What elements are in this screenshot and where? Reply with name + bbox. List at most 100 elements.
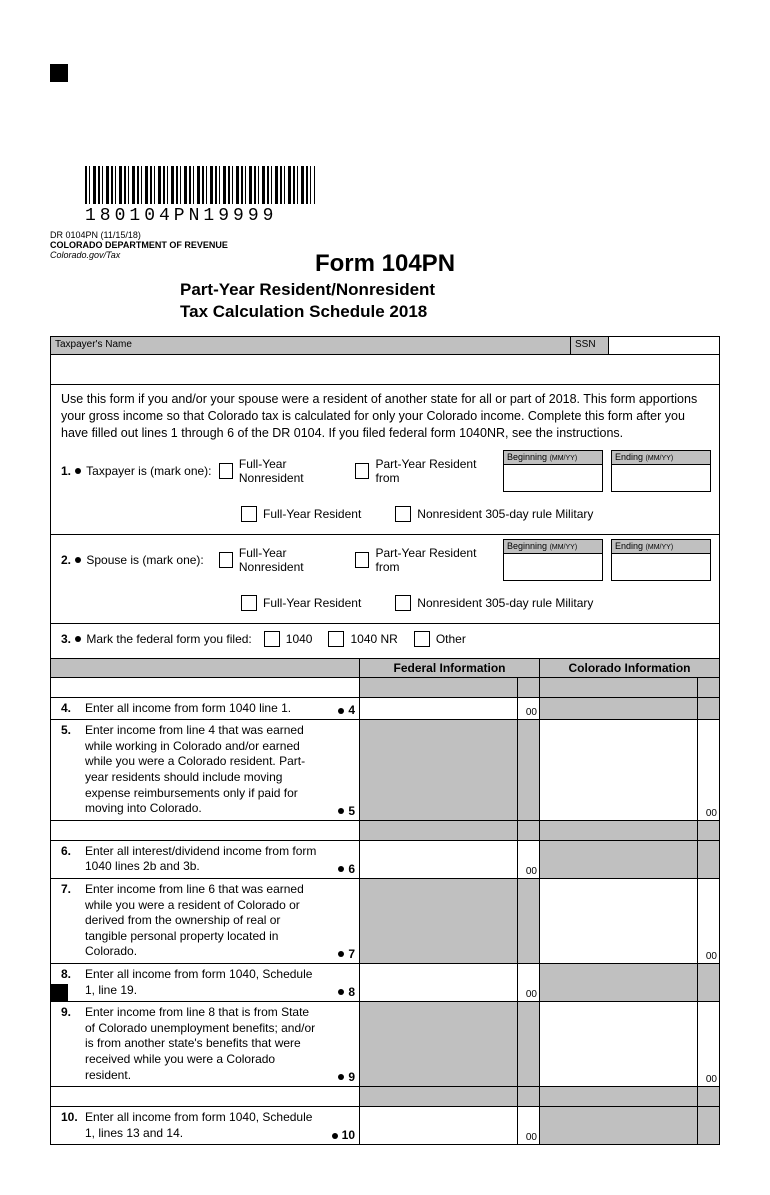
opt-sp-fy-nonresident: Full-Year Nonresident [239, 546, 339, 574]
cents-na [517, 1002, 539, 1086]
opt-fy-nonresident: Full-Year Nonresident [239, 457, 339, 485]
row-4: 4.Enter all income from form 1040 line 1… [51, 698, 719, 721]
row-10: 10.Enter all income from form 1040, Sche… [51, 1107, 719, 1144]
title-block: Form 104PN Part-Year Resident/Nonresiden… [50, 250, 720, 322]
checkbox-1040nr[interactable] [328, 631, 344, 647]
header-row: Taxpayer's Name SSN [51, 337, 719, 355]
mmyy-label: (MM/YY) [646, 544, 674, 551]
bullet-icon [338, 808, 344, 814]
line-1-group: 1. Taxpayer is (mark one): Full-Year Non… [51, 446, 719, 535]
cents-label: 00 [706, 951, 717, 962]
ssn-input[interactable] [609, 337, 719, 354]
taxpayer-name-input[interactable] [51, 355, 719, 385]
cents-label: 00 [526, 866, 537, 877]
row-5-marker: 5 [348, 804, 355, 818]
row-7-num: 7. [61, 882, 79, 960]
line1-begin-date[interactable]: Beginning (MM/YY) [503, 450, 603, 492]
row-8: 8.Enter all income from form 1040, Sched… [51, 964, 719, 1002]
bullet-icon [338, 708, 344, 714]
row-5-co-input[interactable] [539, 720, 697, 820]
mmyy-label: (MM/YY) [550, 544, 578, 551]
line-3-number: 3. [61, 632, 71, 646]
cents-label: 00 [706, 1074, 717, 1085]
cents-label: 00 [526, 707, 537, 718]
cents-label: 00 [526, 1132, 537, 1143]
row-8-fed-input[interactable] [359, 964, 517, 1001]
line-1-label: Taxpayer is (mark one): [86, 464, 211, 478]
opt-fy-resident: Full-Year Resident [263, 507, 361, 521]
taxpayer-name-label: Taxpayer's Name [51, 337, 571, 354]
corner-marker-tl [50, 64, 68, 82]
row-9-co-input[interactable] [539, 1002, 697, 1086]
line-2-group: 2. Spouse is (mark one): Full-Year Nonre… [51, 535, 719, 624]
row-9-marker: 9 [348, 1070, 355, 1084]
opt-py-resident: Part-Year Resident from [375, 457, 487, 485]
form-title: Form 104PN [50, 250, 720, 278]
bullet-icon [75, 636, 81, 642]
row-4-marker: 4 [348, 703, 355, 717]
checkbox-sp-305-military[interactable] [395, 595, 411, 611]
opt-1040: 1040 [286, 632, 313, 646]
row-10-fed-input[interactable] [359, 1107, 517, 1144]
spacer-row [51, 678, 719, 698]
row-10-marker: 10 [342, 1128, 355, 1142]
row-5-text: Enter income from line 4 that was earned… [85, 723, 321, 817]
bullet-icon [75, 557, 81, 563]
instructions-text: Use this form if you and/or your spouse … [51, 385, 719, 446]
opt-sp-fy-resident: Full-Year Resident [263, 596, 361, 610]
row-4-num: 4. [61, 701, 79, 717]
row-4-co-na [539, 698, 697, 720]
row-7-fed-na [359, 879, 517, 963]
line1-end-date[interactable]: Ending (MM/YY) [611, 450, 711, 492]
checkbox-305-military[interactable] [395, 506, 411, 522]
row-6-co-na [539, 841, 697, 878]
opt-sp-py-resident: Part-Year Resident from [375, 546, 487, 574]
row-9-num: 9. [61, 1005, 79, 1083]
line2-begin-date[interactable]: Beginning (MM/YY) [503, 539, 603, 581]
cents-na [697, 841, 719, 878]
row-8-co-na [539, 964, 697, 1001]
bullet-icon [338, 1074, 344, 1080]
checkbox-sp-fy-resident[interactable] [241, 595, 257, 611]
row-9: 9.Enter income from line 8 that is from … [51, 1002, 719, 1087]
line-3-label: Mark the federal form you filed: [86, 632, 251, 646]
page-content: 180104PN19999 DR 0104PN (11/15/18) COLOR… [0, 0, 770, 1195]
row-4-fed-input[interactable] [359, 698, 517, 720]
row-5-num: 5. [61, 723, 79, 817]
checkbox-py-resident[interactable] [355, 463, 369, 479]
end-label: Ending [615, 541, 643, 551]
checkbox-fy-nonresident[interactable] [219, 463, 233, 479]
end-label: Ending [615, 452, 643, 462]
row-6-num: 6. [61, 844, 79, 875]
line-2-label: Spouse is (mark one): [86, 553, 203, 567]
row-6-marker: 6 [348, 862, 355, 876]
colorado-col-header: Colorado Information [539, 659, 719, 677]
row-7-marker: 7 [348, 947, 355, 961]
ssn-label: SSN [571, 337, 609, 354]
row-7-co-input[interactable] [539, 879, 697, 963]
form-subtitle-1: Part-Year Resident/Nonresident [180, 280, 720, 300]
row-8-text: Enter all income from form 1040, Schedul… [85, 967, 321, 998]
row-10-co-na [539, 1107, 697, 1144]
mmyy-label: (MM/YY) [550, 455, 578, 462]
row-6-fed-input[interactable] [359, 841, 517, 878]
row-10-num: 10. [61, 1110, 79, 1141]
column-headers: Federal Information Colorado Information [51, 658, 719, 678]
bullet-icon [338, 989, 344, 995]
line2-end-date[interactable]: Ending (MM/YY) [611, 539, 711, 581]
row-7-text: Enter income from line 6 that was earned… [85, 882, 321, 960]
cents-label: 00 [526, 989, 537, 1000]
bullet-icon [338, 866, 344, 872]
checkbox-sp-fy-nonresident[interactable] [219, 552, 233, 568]
checkbox-1040[interactable] [264, 631, 280, 647]
mmyy-label: (MM/YY) [646, 455, 674, 462]
opt-sp-305-military: Nonresident 305-day rule Military [417, 596, 593, 610]
form-subtitle-2: Tax Calculation Schedule 2018 [180, 302, 720, 322]
checkbox-other[interactable] [414, 631, 430, 647]
row-9-text: Enter income from line 8 that is from St… [85, 1005, 321, 1083]
checkbox-sp-py-resident[interactable] [355, 552, 369, 568]
line-2-number: 2. [61, 553, 71, 567]
cents-label: 00 [706, 808, 717, 819]
checkbox-fy-resident[interactable] [241, 506, 257, 522]
cents-na [697, 964, 719, 1001]
